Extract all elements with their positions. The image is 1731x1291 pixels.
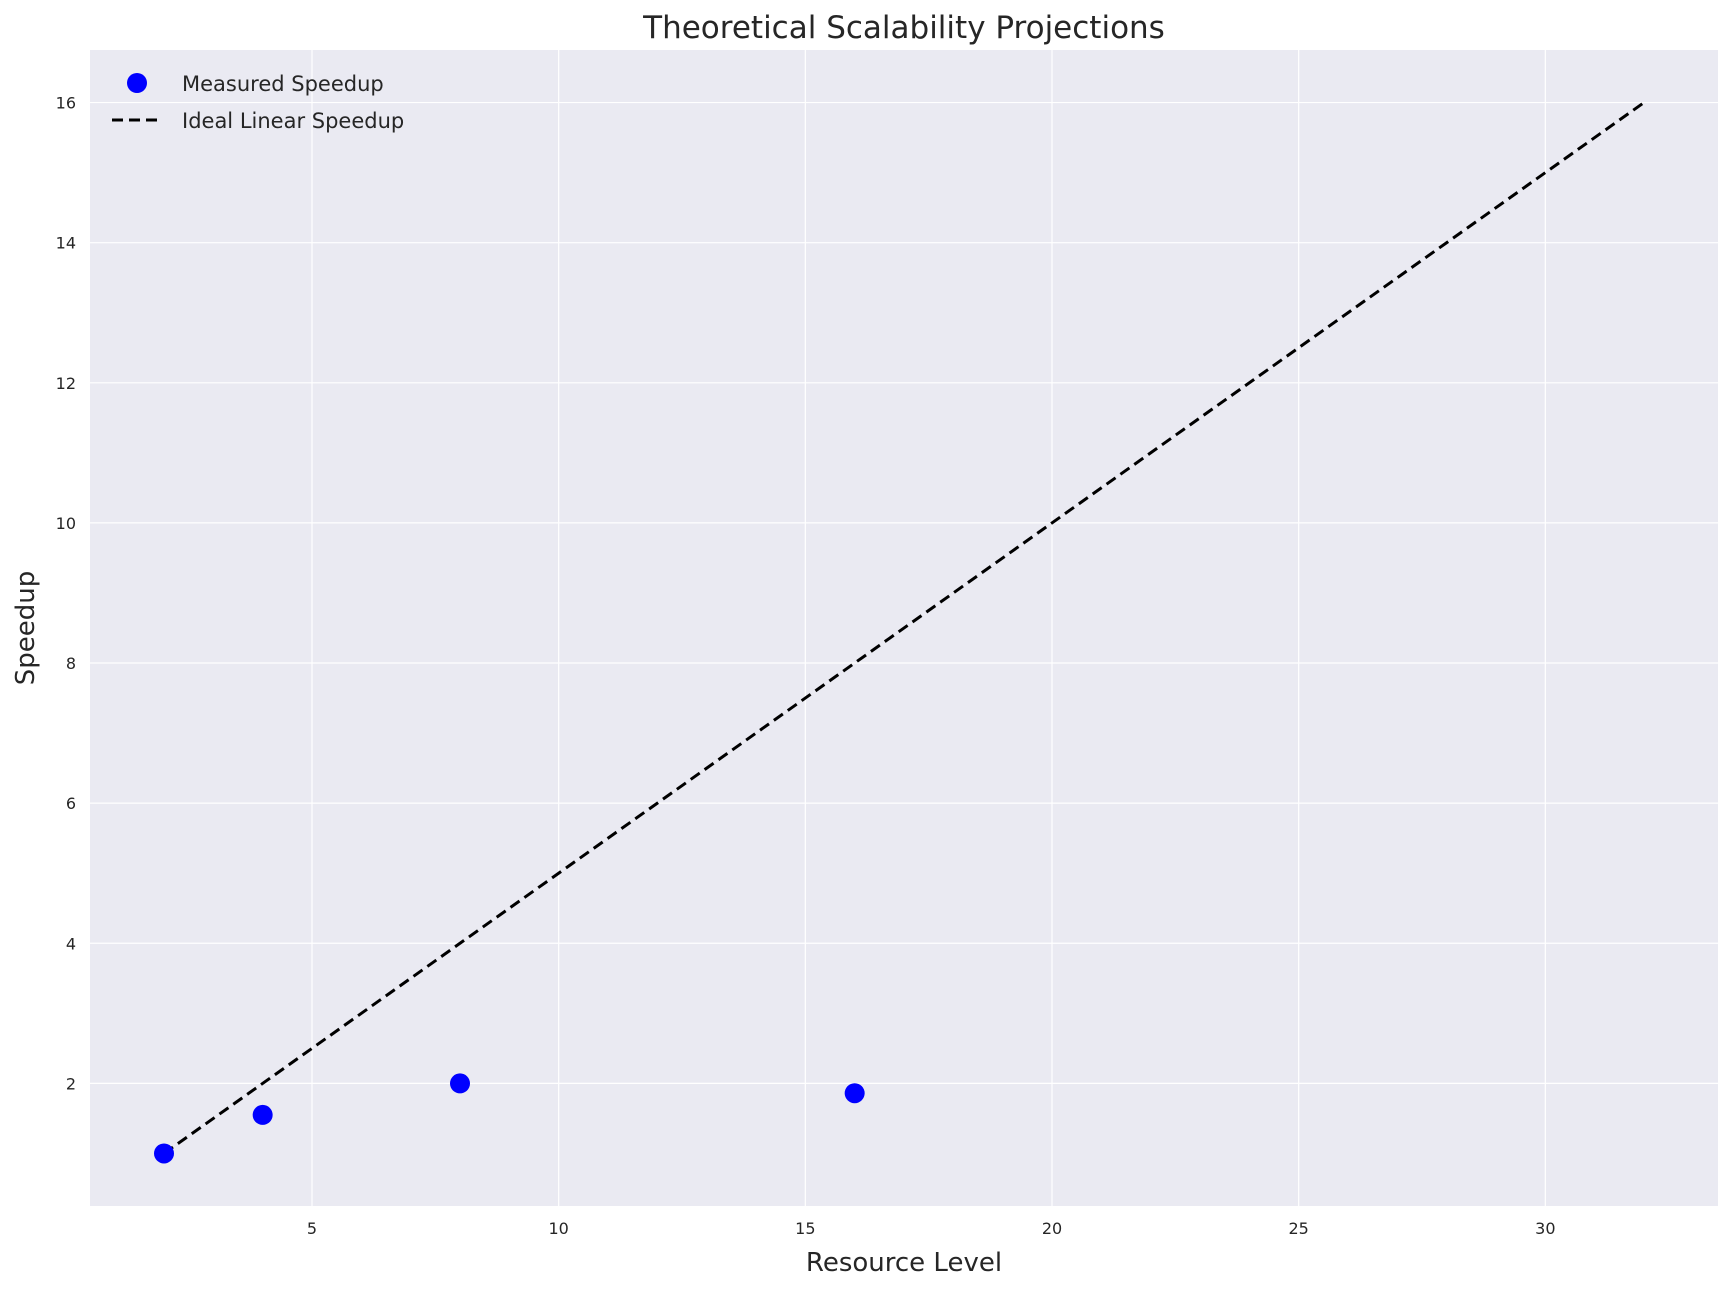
ideal-speedup-line [163,101,1645,1155]
measured-speedup-point [844,1083,865,1104]
y-axis-title: Speedup [11,571,41,686]
measured-speedup-point [252,1104,273,1125]
x-tick-label: 25 [1288,1219,1308,1238]
x-axis-title: Resource Level [806,1248,1002,1278]
y-tick-label: 2 [66,1074,76,1093]
y-tick-label: 16 [56,94,76,113]
legend-label-measured: Measured Speedup [182,72,384,96]
measured-speedup-point [450,1073,470,1094]
grid-lines [90,50,1718,1206]
x-tick-labels: 5 10 15 20 25 30 [307,1219,1556,1238]
x-tick-label: 15 [795,1219,815,1238]
legend-label-ideal: Ideal Linear Speedup [182,109,404,133]
y-tick-label: 8 [66,654,76,673]
y-tick-labels: 2 4 6 8 10 12 14 16 [56,94,76,1094]
chart-title: Theoretical Scalability Projections [642,10,1165,46]
y-tick-label: 4 [66,934,76,953]
x-tick-label: 30 [1535,1219,1555,1238]
legend: Measured Speedup Ideal Linear Speedup [112,72,404,133]
y-tick-label: 12 [56,374,76,393]
y-tick-label: 14 [56,234,76,253]
legend-marker-measured [127,73,147,93]
x-tick-label: 5 [307,1219,317,1238]
x-tick-label: 20 [1042,1219,1062,1238]
measured-speedup-point [154,1143,174,1164]
measured-points-layer [154,1073,865,1164]
x-tick-label: 10 [548,1219,568,1238]
y-tick-label: 10 [56,514,76,533]
y-tick-label: 6 [66,794,76,813]
ideal-line-layer [163,101,1645,1155]
